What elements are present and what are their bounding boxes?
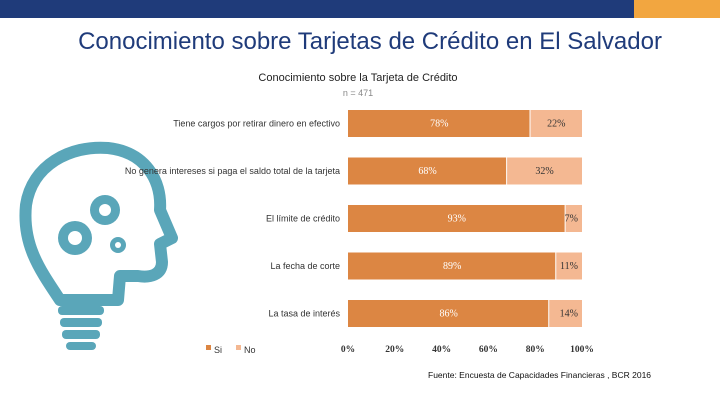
bar-no (556, 252, 582, 280)
x-tick-label: 0% (341, 345, 355, 355)
data-label: 22% (547, 119, 565, 130)
x-tick-label: 80% (526, 345, 545, 355)
bar-no (507, 157, 582, 185)
legend-swatch-si (206, 345, 211, 350)
legend: Si No (206, 345, 256, 355)
category-label: El límite de crédito (266, 214, 340, 224)
data-label: 32% (535, 166, 553, 177)
data-label: 7% (565, 214, 578, 225)
chart-subtitle: n = 471 (343, 88, 373, 98)
data-label: 78% (430, 119, 448, 130)
slide-title: Conocimiento sobre Tarjetas de Crédito e… (78, 28, 662, 55)
x-tick-label: 100% (570, 345, 594, 355)
bar-si (348, 205, 565, 232)
bar-si (348, 110, 530, 137)
bar-si (348, 300, 549, 327)
chart-title: Conocimiento sobre la Tarjeta de Crédito (258, 72, 457, 84)
x-tick-label: 20% (385, 345, 404, 355)
top-bar (0, 0, 720, 18)
data-label: 68% (418, 166, 436, 177)
category-label: La fecha de corte (270, 261, 340, 271)
data-label: 93% (448, 214, 466, 225)
top-bar-accent (634, 0, 720, 18)
bar-no (549, 300, 582, 327)
bar-no (565, 205, 582, 232)
category-label: Tiene cargos por retirar dinero en efect… (173, 119, 340, 129)
legend-swatch-no (236, 345, 241, 350)
source-note: Fuente: Encuesta de Capacidades Financie… (428, 370, 652, 380)
category-label: No genera intereses si paga el saldo tot… (125, 166, 340, 176)
data-label: 11% (560, 261, 578, 272)
x-tick-label: 40% (432, 345, 451, 355)
bar-si (348, 157, 507, 185)
data-label: 86% (439, 309, 457, 320)
data-label: 89% (443, 261, 461, 272)
legend-label-no: No (244, 345, 256, 355)
category-label: La tasa de interés (268, 309, 340, 319)
x-tick-label: 60% (479, 345, 498, 355)
bar-no (530, 110, 582, 137)
legend-label-si: Si (214, 345, 222, 355)
data-label: 14% (560, 309, 578, 320)
bar-si (348, 252, 556, 280)
